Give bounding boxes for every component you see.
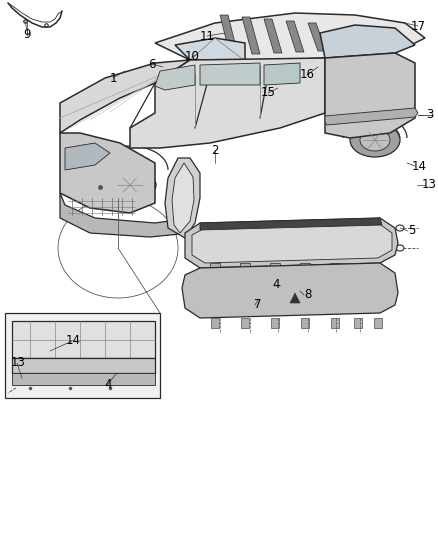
Ellipse shape xyxy=(360,129,390,151)
Polygon shape xyxy=(60,60,190,133)
Polygon shape xyxy=(200,218,382,230)
Polygon shape xyxy=(354,318,362,328)
Polygon shape xyxy=(330,263,340,273)
Text: 13: 13 xyxy=(421,179,436,191)
Text: 8: 8 xyxy=(304,288,312,302)
Text: 7: 7 xyxy=(254,298,262,311)
Text: 16: 16 xyxy=(300,69,314,82)
Text: 14: 14 xyxy=(66,335,81,348)
Polygon shape xyxy=(211,318,219,328)
Text: 6: 6 xyxy=(148,58,156,70)
Polygon shape xyxy=(220,15,238,55)
Text: 5: 5 xyxy=(408,224,416,238)
Text: 15: 15 xyxy=(261,86,276,100)
Polygon shape xyxy=(264,19,282,53)
Ellipse shape xyxy=(350,123,400,157)
Polygon shape xyxy=(5,313,160,398)
Polygon shape xyxy=(301,318,309,328)
Polygon shape xyxy=(264,63,300,85)
Text: 17: 17 xyxy=(410,20,425,33)
Polygon shape xyxy=(290,293,300,303)
Polygon shape xyxy=(192,223,392,263)
Ellipse shape xyxy=(104,170,156,200)
Polygon shape xyxy=(12,373,155,385)
Polygon shape xyxy=(241,318,249,328)
Polygon shape xyxy=(306,285,314,293)
Polygon shape xyxy=(155,65,195,90)
Text: 10: 10 xyxy=(184,51,199,63)
Polygon shape xyxy=(286,21,304,52)
Polygon shape xyxy=(320,25,415,58)
Polygon shape xyxy=(210,263,220,273)
Polygon shape xyxy=(308,23,326,51)
Polygon shape xyxy=(240,263,250,273)
Ellipse shape xyxy=(113,175,147,195)
Text: 3: 3 xyxy=(426,109,434,122)
Text: 1: 1 xyxy=(109,71,117,85)
Polygon shape xyxy=(374,318,382,328)
Polygon shape xyxy=(270,263,280,273)
Polygon shape xyxy=(155,13,425,61)
Polygon shape xyxy=(351,285,359,293)
Polygon shape xyxy=(175,38,245,61)
Polygon shape xyxy=(182,263,398,318)
Polygon shape xyxy=(331,318,339,328)
Text: 4: 4 xyxy=(272,279,280,292)
Text: 2: 2 xyxy=(211,143,219,157)
Polygon shape xyxy=(172,163,194,233)
Polygon shape xyxy=(185,218,398,268)
Polygon shape xyxy=(65,143,110,170)
Polygon shape xyxy=(60,193,190,237)
Polygon shape xyxy=(12,358,155,373)
Text: 11: 11 xyxy=(199,29,215,43)
Text: 13: 13 xyxy=(11,357,25,369)
Polygon shape xyxy=(246,285,254,293)
Polygon shape xyxy=(60,133,155,213)
Polygon shape xyxy=(325,108,418,125)
Text: 14: 14 xyxy=(411,159,427,173)
Polygon shape xyxy=(325,53,415,138)
Polygon shape xyxy=(130,58,325,148)
Polygon shape xyxy=(200,63,260,85)
Polygon shape xyxy=(300,263,310,273)
Polygon shape xyxy=(271,318,279,328)
Polygon shape xyxy=(353,263,363,273)
Polygon shape xyxy=(242,17,260,54)
Text: 9: 9 xyxy=(23,28,31,42)
Polygon shape xyxy=(12,321,155,358)
Polygon shape xyxy=(165,158,200,238)
Polygon shape xyxy=(256,300,264,308)
Text: 4: 4 xyxy=(104,378,112,392)
